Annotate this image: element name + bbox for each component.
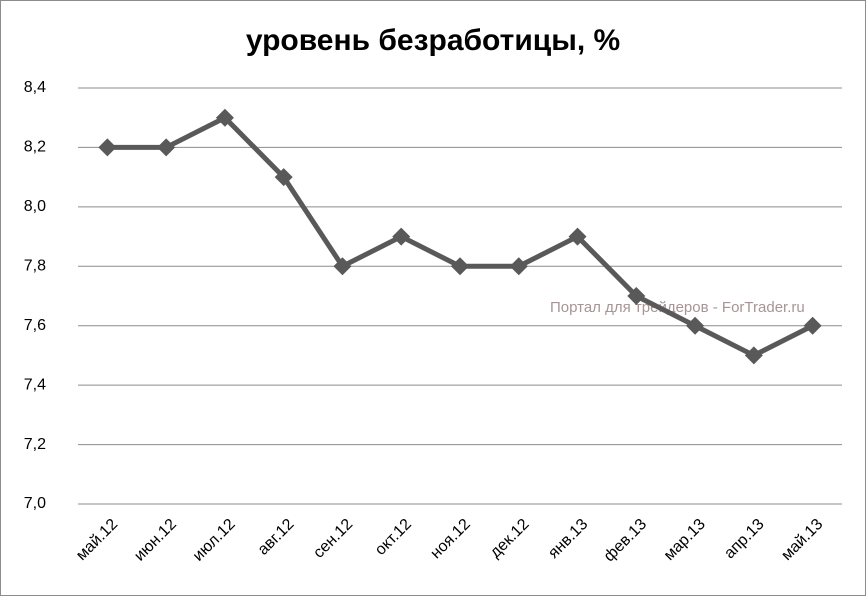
marker <box>392 227 411 246</box>
marker <box>803 316 822 335</box>
marker <box>98 138 117 157</box>
y-tick-label: 7,0 <box>24 495 46 512</box>
y-tick-label: 7,2 <box>24 436 46 453</box>
y-tick-label: 8,2 <box>24 139 46 156</box>
y-tick-label: 7,8 <box>24 258 46 275</box>
marker <box>157 138 176 157</box>
y-tick-label: 8,0 <box>24 198 46 215</box>
marker <box>744 346 763 365</box>
marker <box>627 287 646 305</box>
marker <box>274 168 293 187</box>
marker <box>686 316 705 335</box>
marker <box>451 257 469 276</box>
marker <box>568 227 587 246</box>
watermark: Портал для трейдеров - ForTrader.ru <box>550 299 805 316</box>
y-tick-label: 8,4 <box>24 79 46 96</box>
marker <box>215 108 234 127</box>
y-tick-label: 7,4 <box>24 376 46 393</box>
y-tick-label: 7,6 <box>24 317 46 334</box>
marker <box>333 257 352 276</box>
chart-title: уровень безработицы, % <box>246 24 620 57</box>
marker <box>509 257 528 276</box>
